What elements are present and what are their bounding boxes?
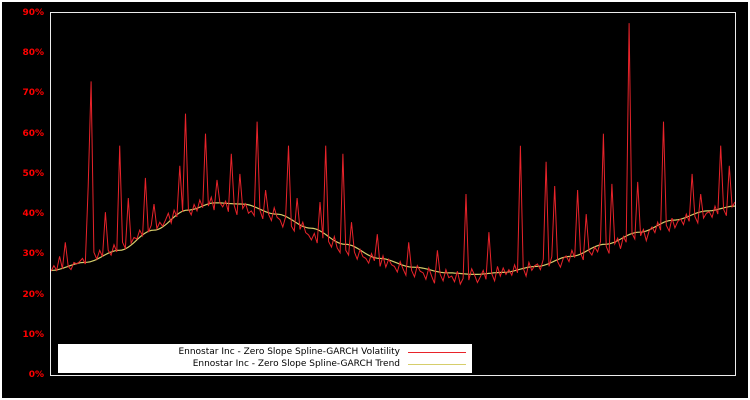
y-axis-tick-label: 70% — [22, 88, 44, 99]
chart-svg — [51, 23, 735, 286]
legend-label-volatility: Ennostar Inc - Zero Slope Spline-GARCH V… — [178, 347, 400, 357]
legend-line-volatility — [408, 351, 466, 353]
y-axis-tick-label: 80% — [22, 48, 44, 59]
trend-series — [51, 202, 735, 275]
legend-label-trend: Ennostar Inc - Zero Slope Spline-GARCH T… — [192, 359, 400, 369]
y-axis-tick-label: 20% — [22, 289, 44, 300]
y-axis-tick-label: 10% — [22, 329, 44, 340]
legend-row-volatility: Ennostar Inc - Zero Slope Spline-GARCH V… — [64, 346, 466, 358]
volatility-series — [51, 23, 735, 286]
y-axis-tick-label: 0% — [28, 370, 44, 380]
y-axis: 0% 10% 20% 30% 40% 50% 60% 70% 80% 90% — [2, 2, 47, 398]
y-axis-tick-label: 50% — [22, 168, 44, 179]
plot-area — [50, 12, 736, 376]
legend-row-trend: Ennostar Inc - Zero Slope Spline-GARCH T… — [64, 358, 466, 370]
y-axis-tick-label: 90% — [22, 8, 44, 18]
legend: Ennostar Inc - Zero Slope Spline-GARCH V… — [58, 344, 472, 373]
y-axis-tick-label: 40% — [22, 209, 44, 220]
legend-line-trend — [408, 363, 466, 365]
y-axis-tick-label: 60% — [22, 128, 44, 139]
y-axis-tick-label: 30% — [22, 249, 44, 260]
